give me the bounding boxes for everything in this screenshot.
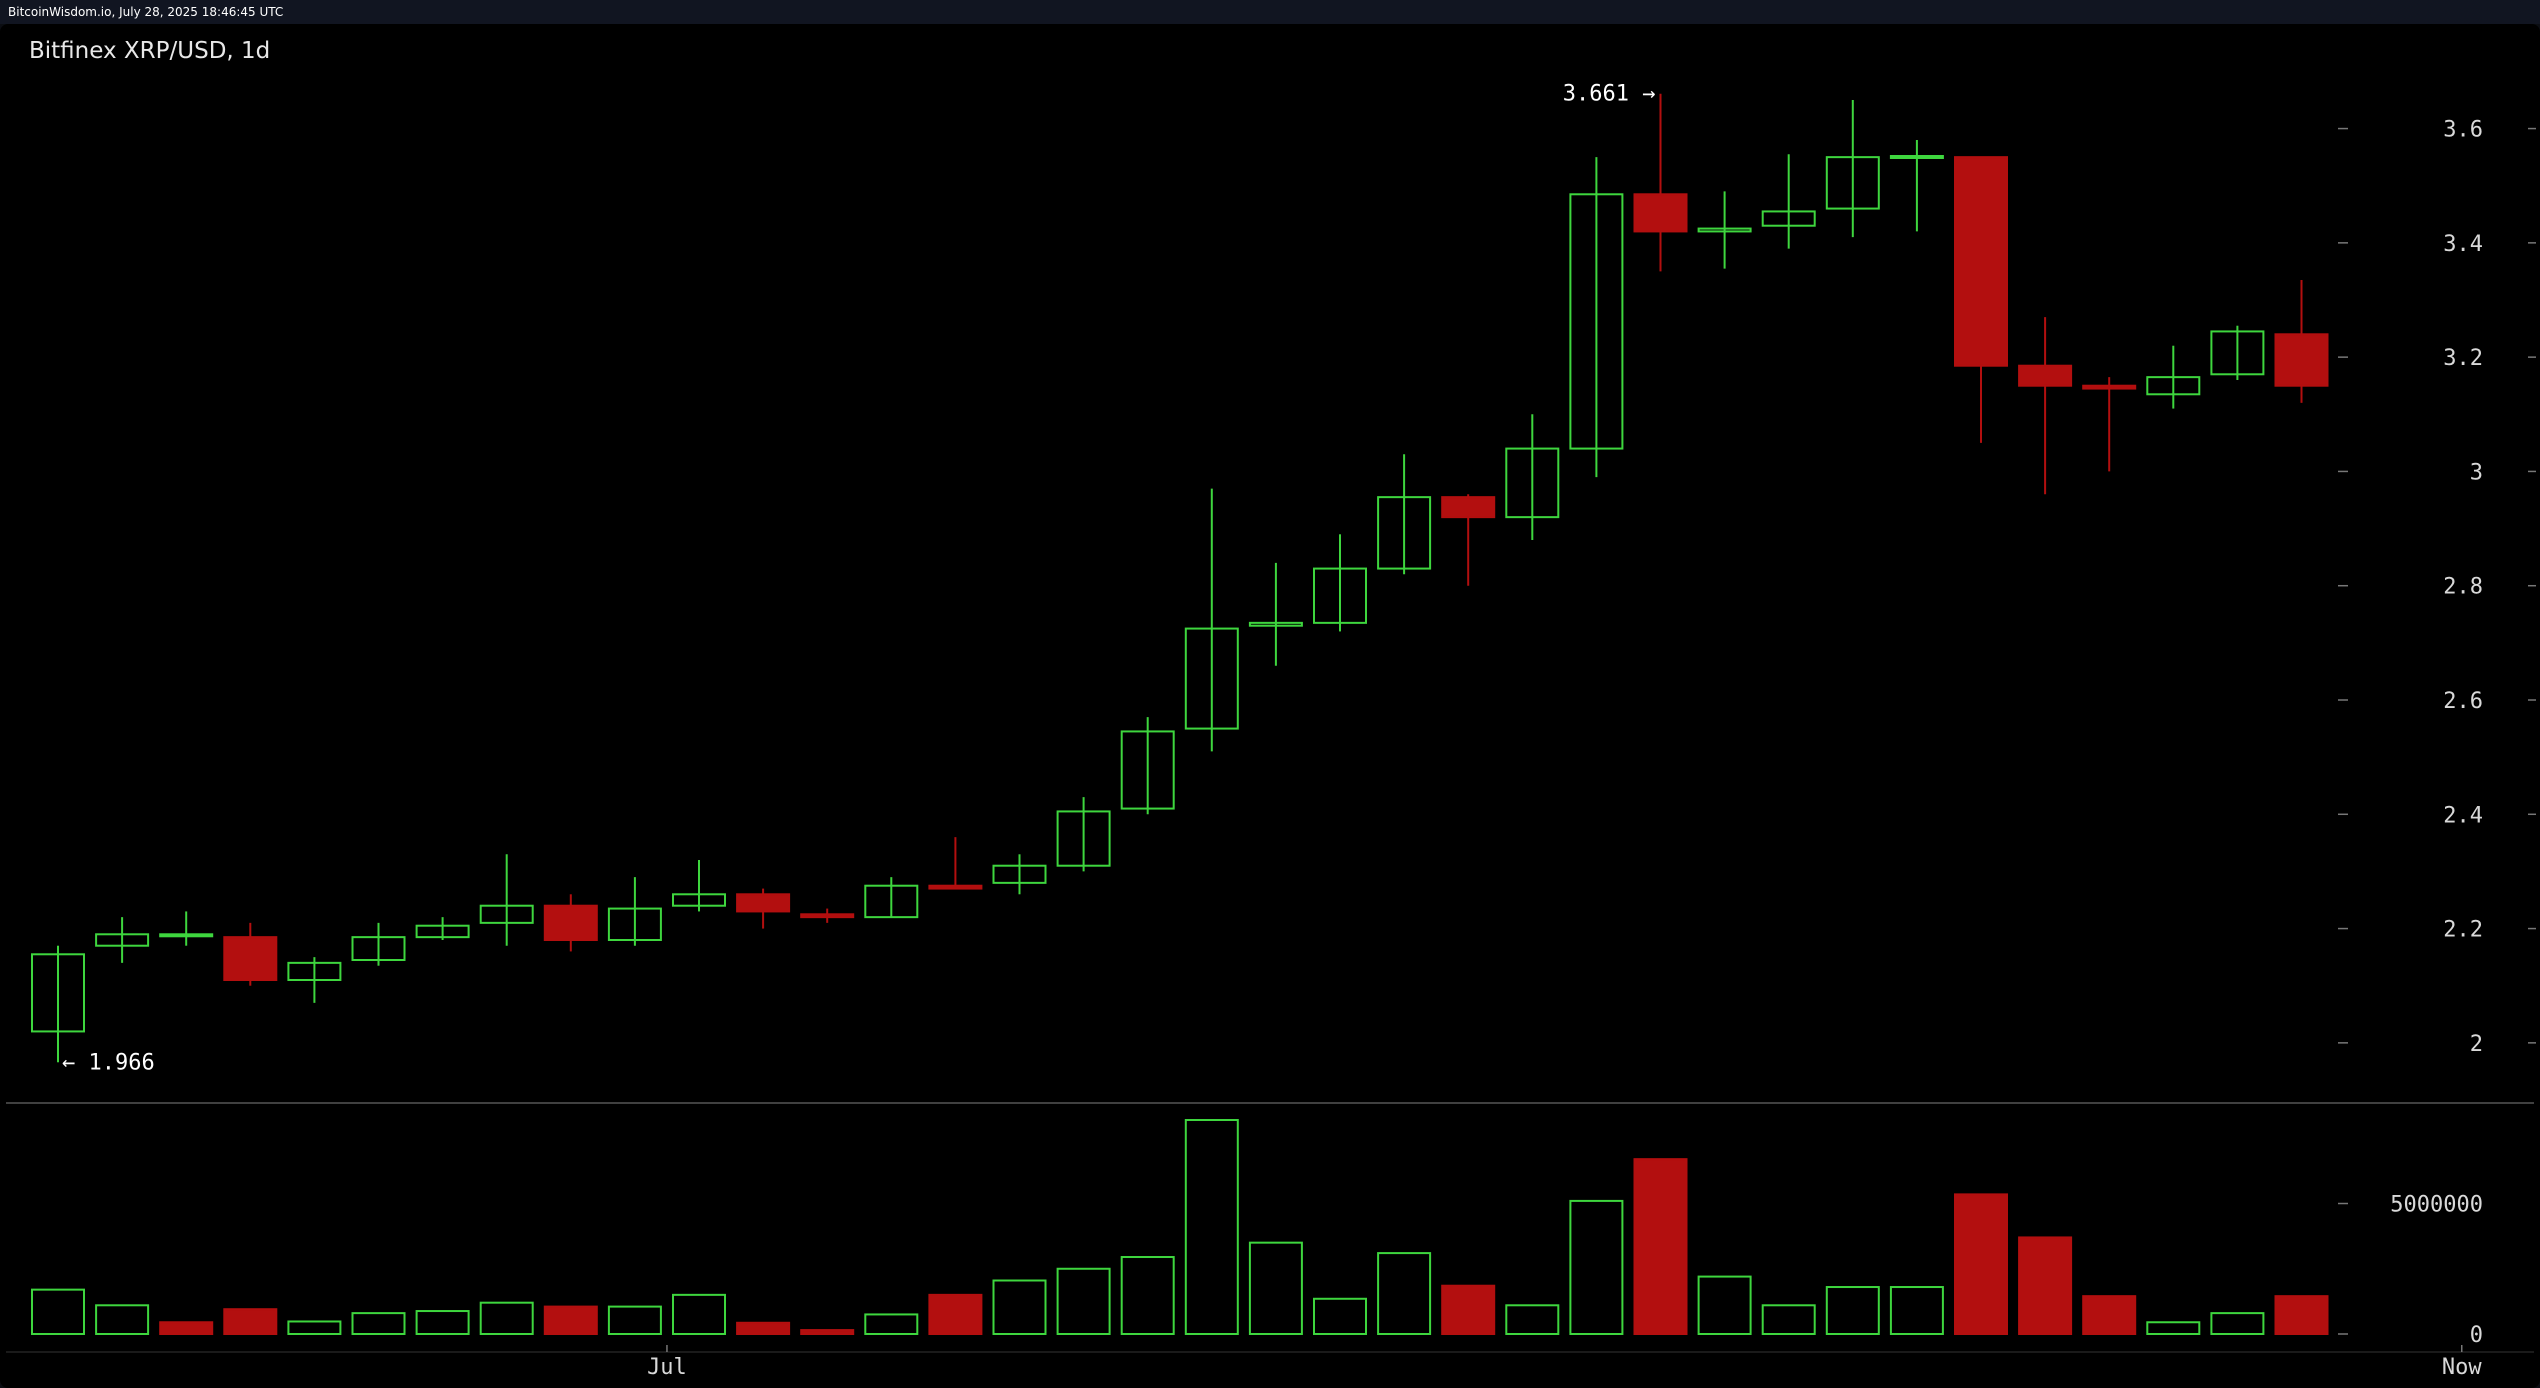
candle-body [223, 936, 278, 982]
volume-bar [1633, 1158, 1688, 1336]
volume-bar [1569, 1199, 1624, 1336]
candle-body [2146, 376, 2201, 396]
volume-bar [351, 1312, 406, 1335]
volume-bar [864, 1313, 919, 1336]
candle-body [928, 884, 983, 890]
chart-panel [0, 24, 2540, 1388]
volume-bar [928, 1293, 983, 1335]
price-axis-label: 2.4 [2443, 803, 2483, 828]
volume-bar [159, 1321, 214, 1336]
candle-body [864, 884, 919, 919]
candle-body [736, 893, 791, 913]
candle-body [351, 936, 406, 962]
volume-axis-label: 5000000 [2390, 1193, 2483, 1218]
price-axis-label: 3 [2470, 460, 2483, 485]
volume-bar [800, 1329, 855, 1335]
volume-bar [1056, 1267, 1111, 1336]
candle-body [1377, 496, 1432, 570]
candle-body [2082, 384, 2137, 390]
volume-axis-label: 0 [2470, 1323, 2483, 1348]
volume-bar [223, 1308, 278, 1335]
candle-body [287, 961, 342, 981]
candle-body [1633, 193, 1688, 233]
candle-body [1184, 627, 1239, 730]
price-axis-label: 3.2 [2443, 346, 2483, 371]
source-caption: BitcoinWisdom.io, July 28, 2025 18:46:45… [8, 5, 284, 19]
candle-body [1441, 496, 1496, 519]
candle-body [992, 864, 1047, 884]
price-axis-label: 2.8 [2443, 575, 2483, 600]
price-axis-label: 2.2 [2443, 918, 2483, 943]
volume-bar [2018, 1236, 2073, 1335]
volume-bar [1697, 1275, 1752, 1335]
volume-bar [2210, 1312, 2265, 1335]
candle-body [2018, 364, 2073, 387]
high-annotation: 3.661 → [1563, 82, 1656, 107]
price-axis-label: 2.6 [2443, 689, 2483, 714]
candle-body [1248, 621, 1303, 627]
candle-body [95, 933, 150, 947]
volume-bar [1954, 1193, 2008, 1335]
chart-title: Bitfinex XRP/USD, 1d [29, 38, 271, 64]
price-axis-label: 3.4 [2443, 232, 2483, 257]
candle-body [1120, 730, 1175, 810]
candle-body [2274, 333, 2329, 387]
candle-body [543, 904, 598, 942]
volume-bar [736, 1321, 791, 1336]
volume-bar [1889, 1286, 1944, 1336]
volume-bar [1120, 1256, 1175, 1336]
volume-bar [2274, 1295, 2329, 1336]
candle-body [479, 904, 534, 924]
volume-bar [1184, 1119, 1239, 1335]
volume-bar [95, 1304, 150, 1336]
top-bar: BitcoinWisdom.io, July 28, 2025 18:46:45… [0, 0, 2540, 24]
candle-body [1569, 193, 1624, 450]
volume-bar [287, 1320, 342, 1335]
volume-bar [2082, 1295, 2137, 1336]
volume-bar [1505, 1304, 1560, 1336]
volume-bar [992, 1279, 1047, 1335]
candle-body [1954, 156, 2008, 367]
low-annotation: ← 1.966 [62, 1050, 155, 1075]
volume-bar [1313, 1297, 1367, 1336]
volume-bar [415, 1310, 470, 1336]
volume-bar [672, 1293, 726, 1335]
volume-bar [543, 1305, 598, 1335]
candle-body [1761, 210, 1816, 227]
candle-body [607, 907, 662, 941]
candle-body [1825, 156, 1880, 210]
candle-body [1889, 155, 1944, 159]
candle-body [159, 933, 214, 938]
volume-bar [1761, 1304, 1816, 1336]
volume-bar [1825, 1286, 1880, 1336]
candle-body [1313, 567, 1367, 624]
candle-body [31, 953, 85, 1033]
candle-body [2210, 330, 2265, 376]
x-axis-label: Jul [647, 1355, 687, 1380]
candle-body [800, 913, 855, 919]
volume-bar [1248, 1241, 1303, 1336]
candle-body [672, 893, 726, 907]
volume-bar [31, 1288, 85, 1336]
candle-body [1056, 810, 1111, 867]
volume-bar [1441, 1284, 1496, 1335]
x-axis-label: Now [2442, 1355, 2482, 1380]
candle-body [415, 924, 470, 939]
volume-bar [607, 1305, 662, 1335]
volume-bar [479, 1301, 534, 1336]
volume-bar [1377, 1252, 1432, 1335]
price-axis-label: 3.6 [2443, 118, 2483, 143]
candle-body [1505, 447, 1560, 519]
candle-body [1697, 227, 1752, 233]
volume-bar [2146, 1321, 2201, 1336]
price-axis-label: 2 [2470, 1032, 2483, 1057]
